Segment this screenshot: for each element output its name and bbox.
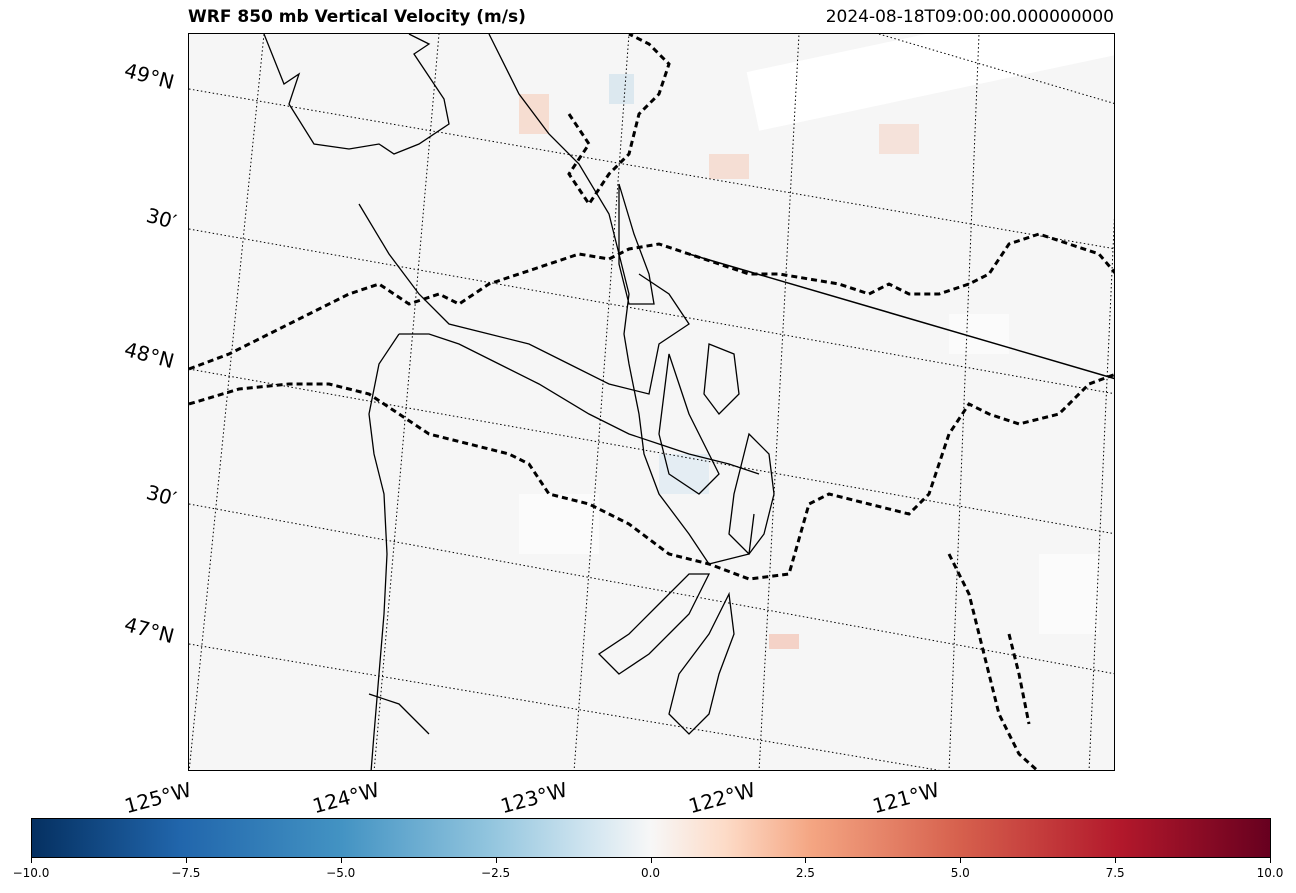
lat-label-47n: 47°N xyxy=(121,612,177,649)
colorbar-tick xyxy=(31,858,32,863)
colorbar-tick-label: −2.5 xyxy=(481,866,511,880)
lon-label-122w: 122°W xyxy=(686,777,758,819)
colorbar-tick xyxy=(1270,858,1271,863)
colorbar-tick xyxy=(1115,858,1117,863)
colorbar-tick-label: 10.0 xyxy=(1256,866,1284,880)
lat-label-49n: 49°N xyxy=(121,58,177,95)
lat-label-47-30: 30′ xyxy=(143,480,179,511)
colorbar-tick-label: −10.0 xyxy=(12,866,50,880)
colorbar-tick xyxy=(185,858,187,863)
border-line xyxy=(688,253,1114,380)
colorbar-tick xyxy=(805,858,807,863)
colorbar-tick-label: 5.0 xyxy=(950,866,970,880)
lat-label-48n: 48°N xyxy=(121,337,177,374)
graticule xyxy=(189,34,1114,770)
colorbar-tick xyxy=(650,858,652,863)
coastline xyxy=(263,34,775,770)
colorbar xyxy=(31,818,1271,858)
colorbar-tick xyxy=(495,858,497,863)
colorbar-tick-label: 7.5 xyxy=(1105,866,1125,880)
map-svg xyxy=(189,34,1114,770)
lon-label-124w: 124°W xyxy=(310,777,382,819)
lon-label-123w: 123°W xyxy=(498,777,570,819)
velocity-field xyxy=(189,34,1114,770)
lon-label-121w: 121°W xyxy=(870,777,942,819)
map-timestamp: 2024-08-18T09:00:00.000000000 xyxy=(825,7,1114,27)
lat-label-48-30: 30′ xyxy=(143,203,179,234)
colorbar-tick-label: −5.0 xyxy=(326,866,356,880)
colorbar-tick-label: −7.5 xyxy=(171,866,201,880)
map-plot-area[interactable] xyxy=(188,33,1115,771)
colorbar-tick xyxy=(340,858,342,863)
colorbar-tick xyxy=(960,858,962,863)
colorbar-tick-label: 0.0 xyxy=(640,866,661,880)
colorbar-tick-label: 2.5 xyxy=(795,866,815,880)
lon-label-125w: 125°W xyxy=(122,777,194,819)
map-title: WRF 850 mb Vertical Velocity (m/s) xyxy=(188,7,526,27)
